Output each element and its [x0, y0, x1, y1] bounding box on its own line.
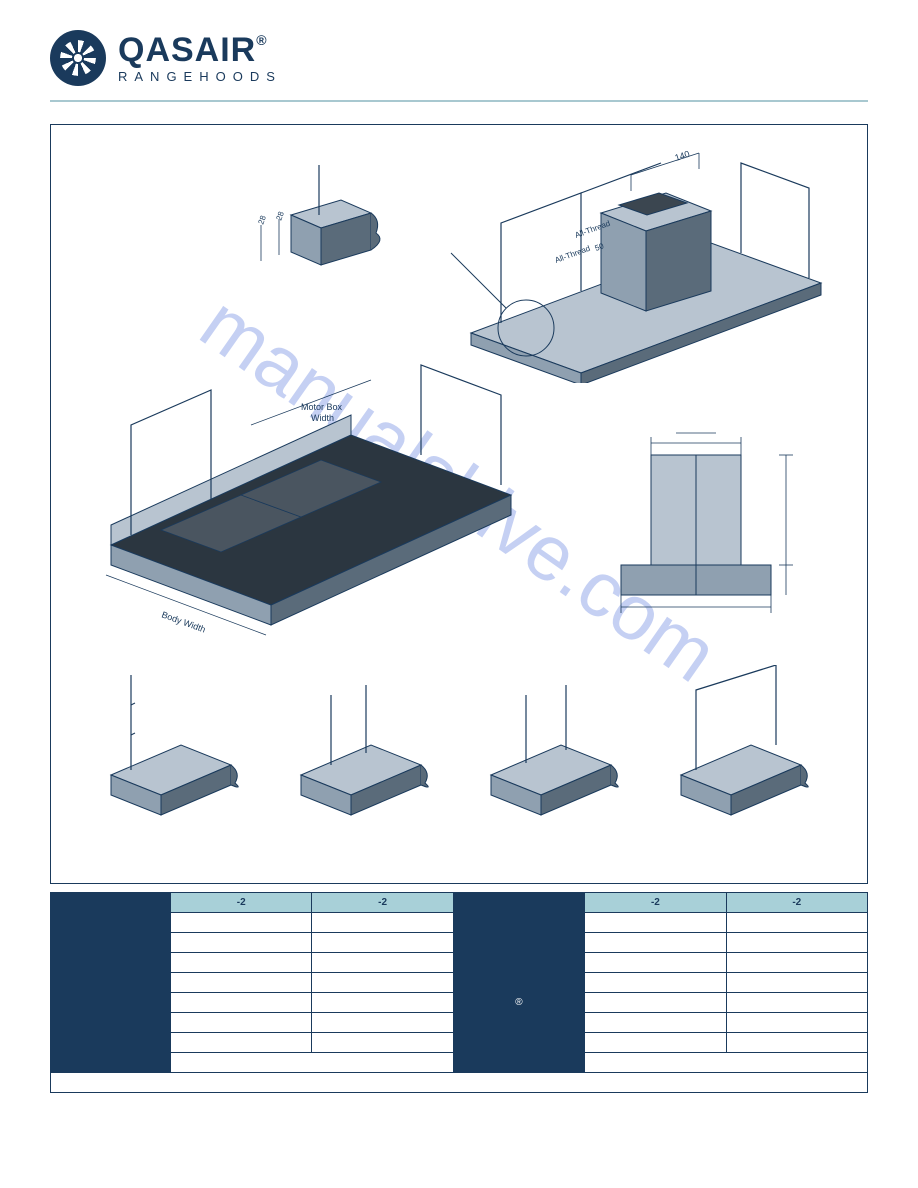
- corner-variant-2: [281, 665, 441, 825]
- table-row: [51, 933, 868, 953]
- table-row: [51, 973, 868, 993]
- corner-variant-1: [91, 665, 251, 825]
- col-l2: -2: [312, 893, 453, 913]
- brand-reg: ®: [256, 32, 267, 48]
- svg-text:28: 28: [274, 210, 286, 222]
- table-header-row: -2 -2 -2 -2: [51, 893, 868, 913]
- allthread-2: All-Thread: [554, 244, 592, 265]
- fan-icon: [60, 40, 96, 76]
- table-row: [51, 1033, 868, 1053]
- col-l1: -2: [171, 893, 312, 913]
- table-row: [51, 1053, 868, 1073]
- logo-badge: [50, 30, 106, 86]
- brand-subtitle: RANGEHOODS: [118, 69, 282, 84]
- svg-text:Width: Width: [311, 413, 334, 423]
- table-row: [51, 913, 868, 933]
- col-r1: -2: [585, 893, 726, 913]
- detail-callout: 28 28: [251, 155, 411, 295]
- table-body: ®: [51, 913, 868, 1093]
- side-elevation: [591, 425, 811, 625]
- footnote: [51, 1073, 868, 1093]
- col-split: [453, 893, 584, 913]
- table-row: [51, 953, 868, 973]
- diagram-frame: manualshive.com 140: [50, 124, 868, 884]
- table-row: ®: [51, 993, 868, 1013]
- corner-variants-row: [91, 665, 821, 825]
- corner-variant-4: [661, 665, 821, 825]
- reg-cell: ®: [453, 993, 584, 1013]
- logo-text: QASAIR® RANGEHOODS: [118, 33, 282, 84]
- dim-140: 140: [674, 149, 691, 163]
- svg-text:Body Width: Body Width: [160, 609, 207, 634]
- spec-table: -2 -2 -2 -2: [50, 892, 868, 1093]
- brand-name-text: QASAIR: [118, 31, 256, 69]
- corner-variant-3: [471, 665, 631, 825]
- iso-underside: Motor Box Width Body Width: [91, 355, 531, 655]
- svg-text:28: 28: [256, 214, 268, 226]
- col-r2: -2: [726, 893, 867, 913]
- table-row: [51, 1013, 868, 1033]
- brand-name: QASAIR®: [118, 33, 282, 67]
- col-label: [51, 893, 171, 913]
- table-footnote-row: [51, 1073, 868, 1093]
- brand-header: QASAIR® RANGEHOODS: [50, 30, 868, 102]
- iso-top-right: 140 All-Thread All-Thread 50: [431, 133, 831, 383]
